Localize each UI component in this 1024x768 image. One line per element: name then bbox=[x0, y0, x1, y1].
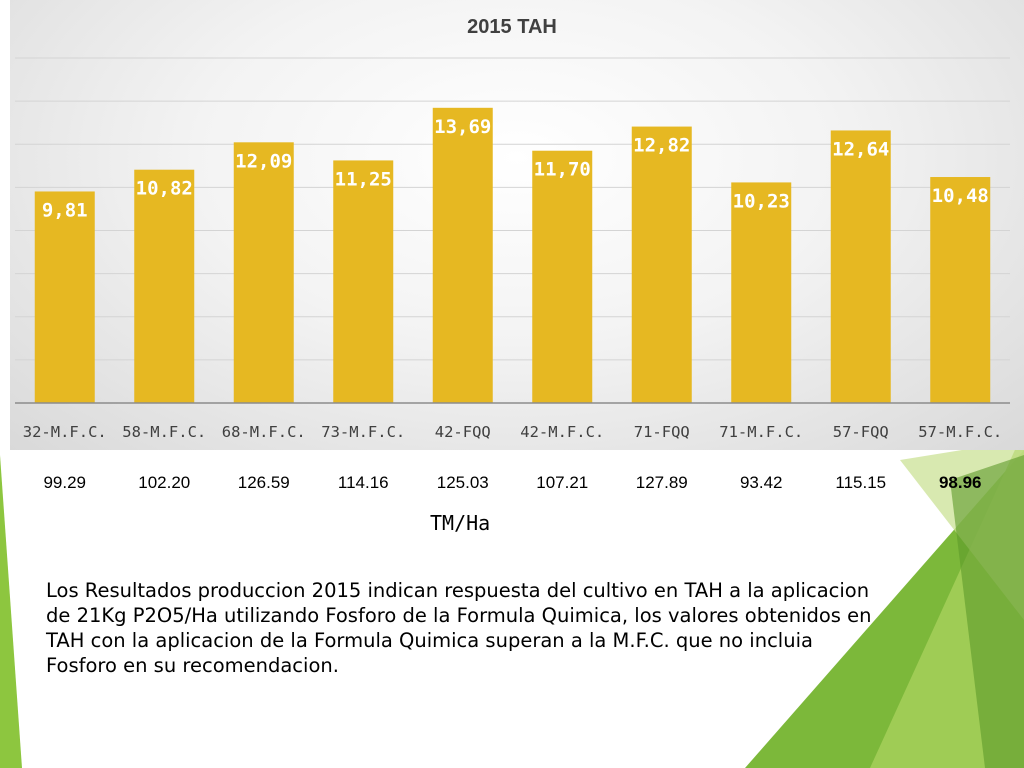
bar bbox=[134, 169, 195, 403]
data-label: 10,23 bbox=[733, 190, 790, 212]
data-label: 10,48 bbox=[932, 185, 989, 207]
bar bbox=[432, 107, 493, 403]
chart-title: 2015 TAH bbox=[467, 16, 557, 38]
category-label: 42-M.F.C. bbox=[520, 423, 604, 441]
bar bbox=[731, 182, 792, 403]
category-labels: 32-M.F.C. 58-M.F.C. 68-M.F.C. 73-M.F.C. 42-F… bbox=[23, 423, 1003, 441]
category-label: 71-M.F.C. bbox=[719, 423, 803, 441]
bars bbox=[34, 107, 991, 403]
tm-ha-value: 99.29 bbox=[43, 473, 86, 492]
data-label: 12,64 bbox=[832, 138, 889, 160]
bar bbox=[34, 191, 95, 403]
left-green-strip bbox=[0, 455, 22, 768]
data-label: 13,69 bbox=[434, 116, 491, 138]
tm-ha-value: 102.20 bbox=[138, 473, 190, 492]
data-label: 12,09 bbox=[235, 150, 292, 172]
tm-ha-value: 114.16 bbox=[338, 473, 389, 492]
bar bbox=[830, 130, 891, 403]
tm-ha-value: 98.96 bbox=[939, 473, 982, 492]
tm-ha-value: 126.59 bbox=[238, 473, 290, 492]
tm-ha-value: 107.21 bbox=[536, 473, 588, 492]
category-label: 42-FQQ bbox=[435, 423, 491, 441]
bar bbox=[930, 177, 991, 403]
bar-chart: 2015 TAH 9,81 10,82 12,09 11,25 13,69 11,70 12… bbox=[15, 16, 1010, 492]
data-labels: 9,81 10,82 12,09 11,25 13,69 11,70 12,82 10,23 1… bbox=[42, 116, 989, 222]
description-text: Los Resultados produccion 2015 indican r… bbox=[46, 579, 872, 677]
corner-shape-deep bbox=[950, 455, 1024, 768]
category-label: 57-FQQ bbox=[833, 423, 889, 441]
data-label: 11,70 bbox=[534, 159, 591, 181]
category-label: 68-M.F.C. bbox=[222, 423, 306, 441]
data-label: 12,82 bbox=[633, 135, 690, 157]
category-label: 71-FQQ bbox=[634, 423, 690, 441]
tm-ha-value: 125.03 bbox=[437, 473, 489, 492]
tm-ha-value: 127.89 bbox=[636, 473, 688, 492]
bar bbox=[333, 160, 394, 403]
tm-ha-values: 99.29 102.20 126.59 114.16 125.03 107.21 127.8… bbox=[43, 473, 981, 492]
tm-ha-unit-label: TM/Ha bbox=[430, 511, 491, 535]
category-label: 32-M.F.C. bbox=[23, 423, 107, 441]
tm-ha-value: 93.42 bbox=[740, 473, 783, 492]
category-label: 58-M.F.C. bbox=[122, 423, 206, 441]
category-label: 73-M.F.C. bbox=[321, 423, 405, 441]
bar bbox=[631, 126, 692, 403]
data-label: 10,82 bbox=[136, 178, 193, 200]
tm-ha-value: 115.15 bbox=[835, 473, 886, 492]
bar bbox=[532, 150, 593, 403]
data-label: 9,81 bbox=[42, 199, 88, 221]
bar bbox=[233, 142, 294, 403]
category-label: 57-M.F.C. bbox=[918, 423, 1002, 441]
data-label: 11,25 bbox=[335, 168, 392, 190]
